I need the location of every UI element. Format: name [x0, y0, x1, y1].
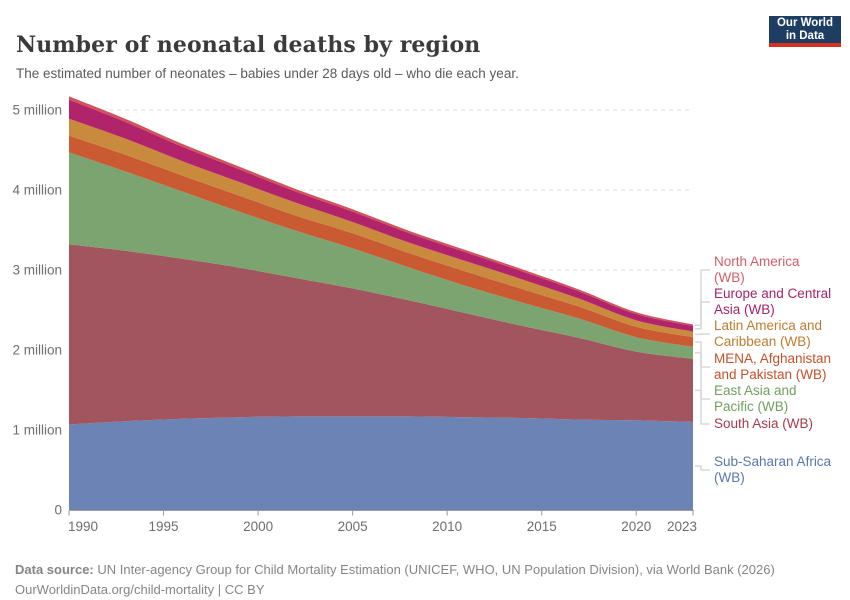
legend-label-line: South Asia (WB) — [714, 416, 814, 431]
legend-label-line: (WB) — [714, 270, 745, 285]
x-axis-label-2010: 2010 — [432, 519, 462, 534]
x-axis-label-1995: 1995 — [149, 519, 179, 534]
legend-label-line: Caribbean (WB) — [714, 334, 811, 349]
owid-logo-line1: Our World — [776, 17, 833, 29]
x-axis-label-1990: 1990 — [68, 519, 98, 534]
y-axis-label-3: 3 million — [12, 263, 62, 278]
legend-label-sub-saharan-africa[interactable]: Sub-Saharan Africa (WB) — [714, 454, 846, 486]
legend-label-east-asia-pacific[interactable]: East Asia and Pacific (WB) — [714, 383, 846, 415]
legend-label-line: Pacific (WB) — [714, 399, 789, 414]
legend-label-line: East Asia and — [714, 383, 797, 398]
owid-logo-red-bar — [769, 43, 841, 47]
owid-logo-line2: in Data — [785, 29, 825, 42]
legend-connector-mena-afghanistan-pakistan — [695, 341, 710, 368]
x-axis-label-2005: 2005 — [338, 519, 368, 534]
y-axis-label-1: 1 million — [12, 423, 62, 438]
chart-footer: Data source: UN Inter-agency Group for C… — [15, 560, 815, 600]
area-sub-saharan-africa[interactable] — [69, 416, 693, 510]
legend-connector-sub-saharan-africa — [695, 465, 710, 471]
legend-label-europe-central-asia[interactable]: Europe and Central Asia (WB) — [714, 286, 846, 318]
x-axis-label-2000: 2000 — [243, 519, 273, 534]
y-axis-label-5: 5 million — [12, 103, 62, 118]
stacked-area-chart: 0 1 million 2 million 3 million 4 million 5 m… — [12, 96, 710, 534]
chart-title: Number of neonatal deaths by region — [16, 31, 481, 58]
legend-label-line: Sub-Saharan Africa — [714, 454, 832, 469]
legend-label-south-asia[interactable]: South Asia (WB) — [714, 416, 846, 432]
x-axis-label-2020: 2020 — [621, 519, 651, 534]
footer-citation: OurWorldinData.org/child-mortality | CC … — [15, 582, 265, 597]
legend-connector-europe-central-asia — [695, 301, 710, 330]
y-axis-label-2: 2 million — [12, 343, 62, 358]
area-south-asia[interactable] — [69, 244, 693, 425]
legend-connector-east-asia-pacific — [695, 352, 710, 400]
legend-label-north-america[interactable]: North America (WB) — [714, 254, 846, 286]
chart-subtitle: The estimated number of neonates – babie… — [16, 65, 519, 81]
area-east-asia-pacific[interactable] — [69, 152, 693, 359]
legend-connector-south-asia — [695, 389, 710, 425]
legend-label-line: (WB) — [714, 470, 745, 485]
y-axis-label-4: 4 million — [12, 183, 62, 198]
data-source-text: UN Inter-agency Group for Child Mortalit… — [93, 562, 775, 577]
x-axis-label-2023: 2023 — [667, 519, 697, 534]
y-axis-label-0: 0 — [54, 503, 62, 518]
x-axis-label-2015: 2015 — [527, 519, 557, 534]
legend-label-line: and Pakistan (WB) — [714, 367, 827, 382]
legend-label-line: North America — [714, 254, 800, 269]
legend-label-line: MENA, Afghanistan — [714, 351, 832, 366]
legend-label-line: Latin America and — [714, 318, 823, 333]
legend-connector-north-america — [695, 269, 710, 326]
owid-logo: Our World in Data — [769, 16, 841, 47]
owid-logo-box: Our World in Data — [769, 16, 841, 43]
legend-label-latin-america-caribbean[interactable]: Latin America and Caribbean (WB) — [714, 318, 846, 350]
legend-label-line: Europe and Central — [714, 286, 832, 301]
legend-label-line: Asia (WB) — [714, 302, 775, 317]
legend-label-mena-afghanistan-pakistan[interactable]: MENA, Afghanistan and Pakistan (WB) — [714, 351, 846, 383]
data-source-label: Data source: — [15, 562, 94, 577]
area-mena-afghanistan-pakistan[interactable] — [69, 135, 693, 347]
